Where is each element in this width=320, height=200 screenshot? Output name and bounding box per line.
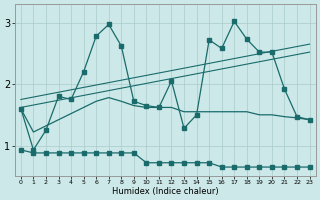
X-axis label: Humidex (Indice chaleur): Humidex (Indice chaleur) [112,187,219,196]
